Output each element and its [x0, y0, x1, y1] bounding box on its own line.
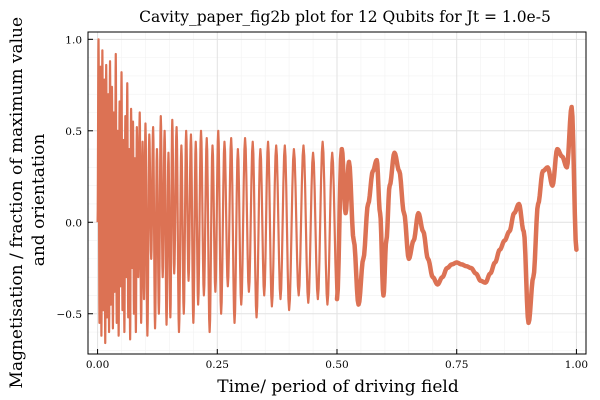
y-axis-label-line-1: Magnetisation / fraction of maximum valu… — [7, 17, 27, 388]
x-tick-label: 0.75 — [445, 359, 468, 371]
axis-ticks: 0.00 0.25 0.50 0.75 1.00 −0.5 0.0 0.5 1.0 — [57, 34, 589, 371]
y-axis-label-line-2: and orientation — [29, 134, 49, 267]
y-tick-label: 0.5 — [65, 126, 82, 138]
chart-title: Cavity_paper_fig2b plot for 12 Qubits fo… — [139, 8, 551, 26]
y-tick-label: 0.0 — [65, 217, 82, 229]
y-tick-label: −0.5 — [57, 309, 83, 321]
y-axis-label: Magnetisation / fraction of maximum valu… — [7, 12, 49, 389]
y-tick-label: 1.0 — [65, 34, 82, 46]
series-line — [96, 38, 579, 345]
x-tick-label: 0.00 — [86, 359, 109, 371]
x-tick-label: 0.50 — [325, 359, 348, 371]
x-tick-label: 0.25 — [206, 359, 229, 371]
x-tick-label: 1.00 — [565, 359, 588, 371]
x-axis-label: Time/ period of driving field — [217, 377, 459, 397]
series-path-thick — [334, 104, 579, 326]
